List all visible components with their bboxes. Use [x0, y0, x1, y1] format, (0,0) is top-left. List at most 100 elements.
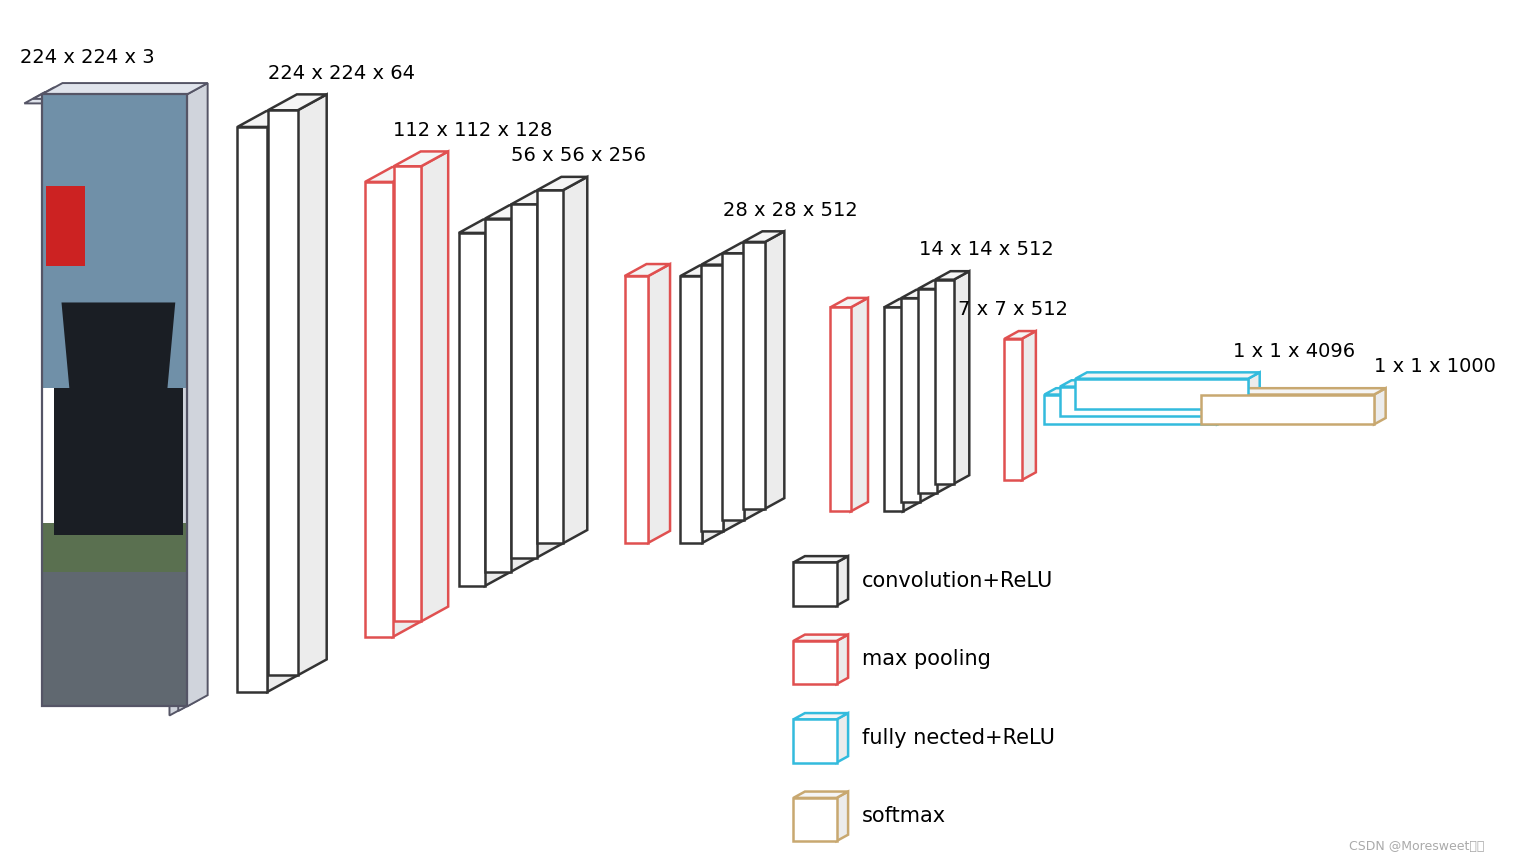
Polygon shape — [885, 307, 903, 512]
Polygon shape — [765, 231, 784, 508]
Polygon shape — [648, 264, 670, 543]
Polygon shape — [836, 792, 848, 841]
Polygon shape — [851, 298, 868, 512]
Polygon shape — [1076, 378, 1248, 409]
Text: 1 x 1 x 4096: 1 x 1 x 4096 — [1233, 341, 1354, 360]
Polygon shape — [1059, 380, 1245, 386]
Polygon shape — [268, 110, 298, 675]
Polygon shape — [793, 635, 848, 641]
Polygon shape — [793, 556, 848, 563]
Text: 28 x 28 x 512: 28 x 28 x 512 — [722, 201, 857, 220]
Polygon shape — [722, 253, 745, 520]
Polygon shape — [1233, 380, 1245, 417]
Polygon shape — [918, 281, 952, 289]
Polygon shape — [918, 289, 936, 493]
Polygon shape — [793, 792, 848, 798]
Polygon shape — [625, 264, 670, 276]
Polygon shape — [701, 254, 743, 265]
Polygon shape — [681, 266, 722, 276]
Polygon shape — [722, 242, 763, 253]
Polygon shape — [1044, 388, 1228, 395]
Polygon shape — [365, 182, 392, 637]
Text: 224 x 224 x 3: 224 x 224 x 3 — [20, 48, 155, 67]
Text: 7 x 7 x 512: 7 x 7 x 512 — [958, 301, 1069, 320]
Polygon shape — [365, 167, 420, 182]
Polygon shape — [392, 167, 420, 637]
Polygon shape — [43, 83, 208, 94]
Text: fully nected+ReLU: fully nected+ReLU — [862, 727, 1055, 748]
Polygon shape — [268, 94, 327, 110]
Polygon shape — [237, 127, 268, 692]
Polygon shape — [53, 388, 182, 535]
Polygon shape — [178, 87, 199, 711]
Polygon shape — [537, 191, 561, 558]
Polygon shape — [61, 302, 175, 388]
Polygon shape — [793, 641, 836, 684]
Polygon shape — [43, 572, 187, 707]
Polygon shape — [485, 219, 509, 586]
Polygon shape — [901, 298, 920, 502]
Polygon shape — [1005, 331, 1035, 339]
Polygon shape — [1248, 372, 1260, 409]
Polygon shape — [33, 87, 199, 99]
Polygon shape — [935, 280, 955, 484]
Polygon shape — [1005, 339, 1021, 480]
Polygon shape — [1374, 388, 1386, 424]
Polygon shape — [936, 281, 952, 493]
Polygon shape — [298, 94, 327, 675]
Polygon shape — [1059, 386, 1233, 417]
Polygon shape — [511, 191, 561, 204]
Polygon shape — [485, 219, 511, 572]
Polygon shape — [743, 231, 784, 242]
Polygon shape — [394, 152, 448, 166]
Polygon shape — [511, 205, 535, 572]
Polygon shape — [702, 266, 722, 543]
Polygon shape — [485, 205, 535, 219]
Polygon shape — [43, 94, 187, 388]
Text: CSDN @Moresweet猫甜: CSDN @Moresweet猫甜 — [1348, 840, 1484, 853]
Polygon shape — [625, 276, 648, 543]
Polygon shape — [24, 92, 190, 103]
Polygon shape — [793, 713, 848, 720]
Polygon shape — [743, 242, 765, 508]
Polygon shape — [830, 298, 868, 307]
Text: 56 x 56 x 256: 56 x 56 x 256 — [511, 146, 646, 165]
Polygon shape — [1021, 331, 1035, 480]
Text: 14 x 14 x 512: 14 x 14 x 512 — [920, 241, 1053, 260]
Polygon shape — [836, 713, 848, 763]
Polygon shape — [793, 720, 836, 763]
Polygon shape — [394, 166, 421, 622]
Polygon shape — [1201, 395, 1374, 424]
Polygon shape — [1218, 388, 1228, 424]
Polygon shape — [537, 177, 587, 191]
Polygon shape — [237, 111, 296, 127]
Polygon shape — [836, 635, 848, 684]
Polygon shape — [1076, 372, 1260, 378]
Polygon shape — [459, 219, 509, 233]
Polygon shape — [459, 233, 485, 586]
Polygon shape — [793, 563, 836, 605]
Polygon shape — [885, 299, 918, 307]
Polygon shape — [955, 271, 970, 484]
Text: 224 x 224 x 64: 224 x 224 x 64 — [268, 63, 415, 82]
Polygon shape — [511, 204, 537, 558]
Polygon shape — [701, 265, 724, 532]
Text: 112 x 112 x 128: 112 x 112 x 128 — [394, 120, 552, 139]
Polygon shape — [169, 92, 190, 715]
Polygon shape — [935, 271, 970, 280]
Polygon shape — [830, 307, 851, 512]
Polygon shape — [187, 83, 208, 707]
Polygon shape — [901, 290, 935, 298]
Polygon shape — [46, 186, 85, 266]
Text: max pooling: max pooling — [862, 650, 991, 669]
Polygon shape — [537, 191, 562, 543]
Text: 1 x 1 x 1000: 1 x 1 x 1000 — [1374, 358, 1496, 377]
Polygon shape — [43, 523, 187, 572]
Polygon shape — [920, 290, 935, 502]
Polygon shape — [421, 152, 448, 622]
Polygon shape — [836, 556, 848, 605]
Text: softmax: softmax — [862, 806, 947, 826]
Polygon shape — [268, 111, 296, 692]
Polygon shape — [1201, 388, 1386, 395]
Polygon shape — [1044, 395, 1218, 424]
